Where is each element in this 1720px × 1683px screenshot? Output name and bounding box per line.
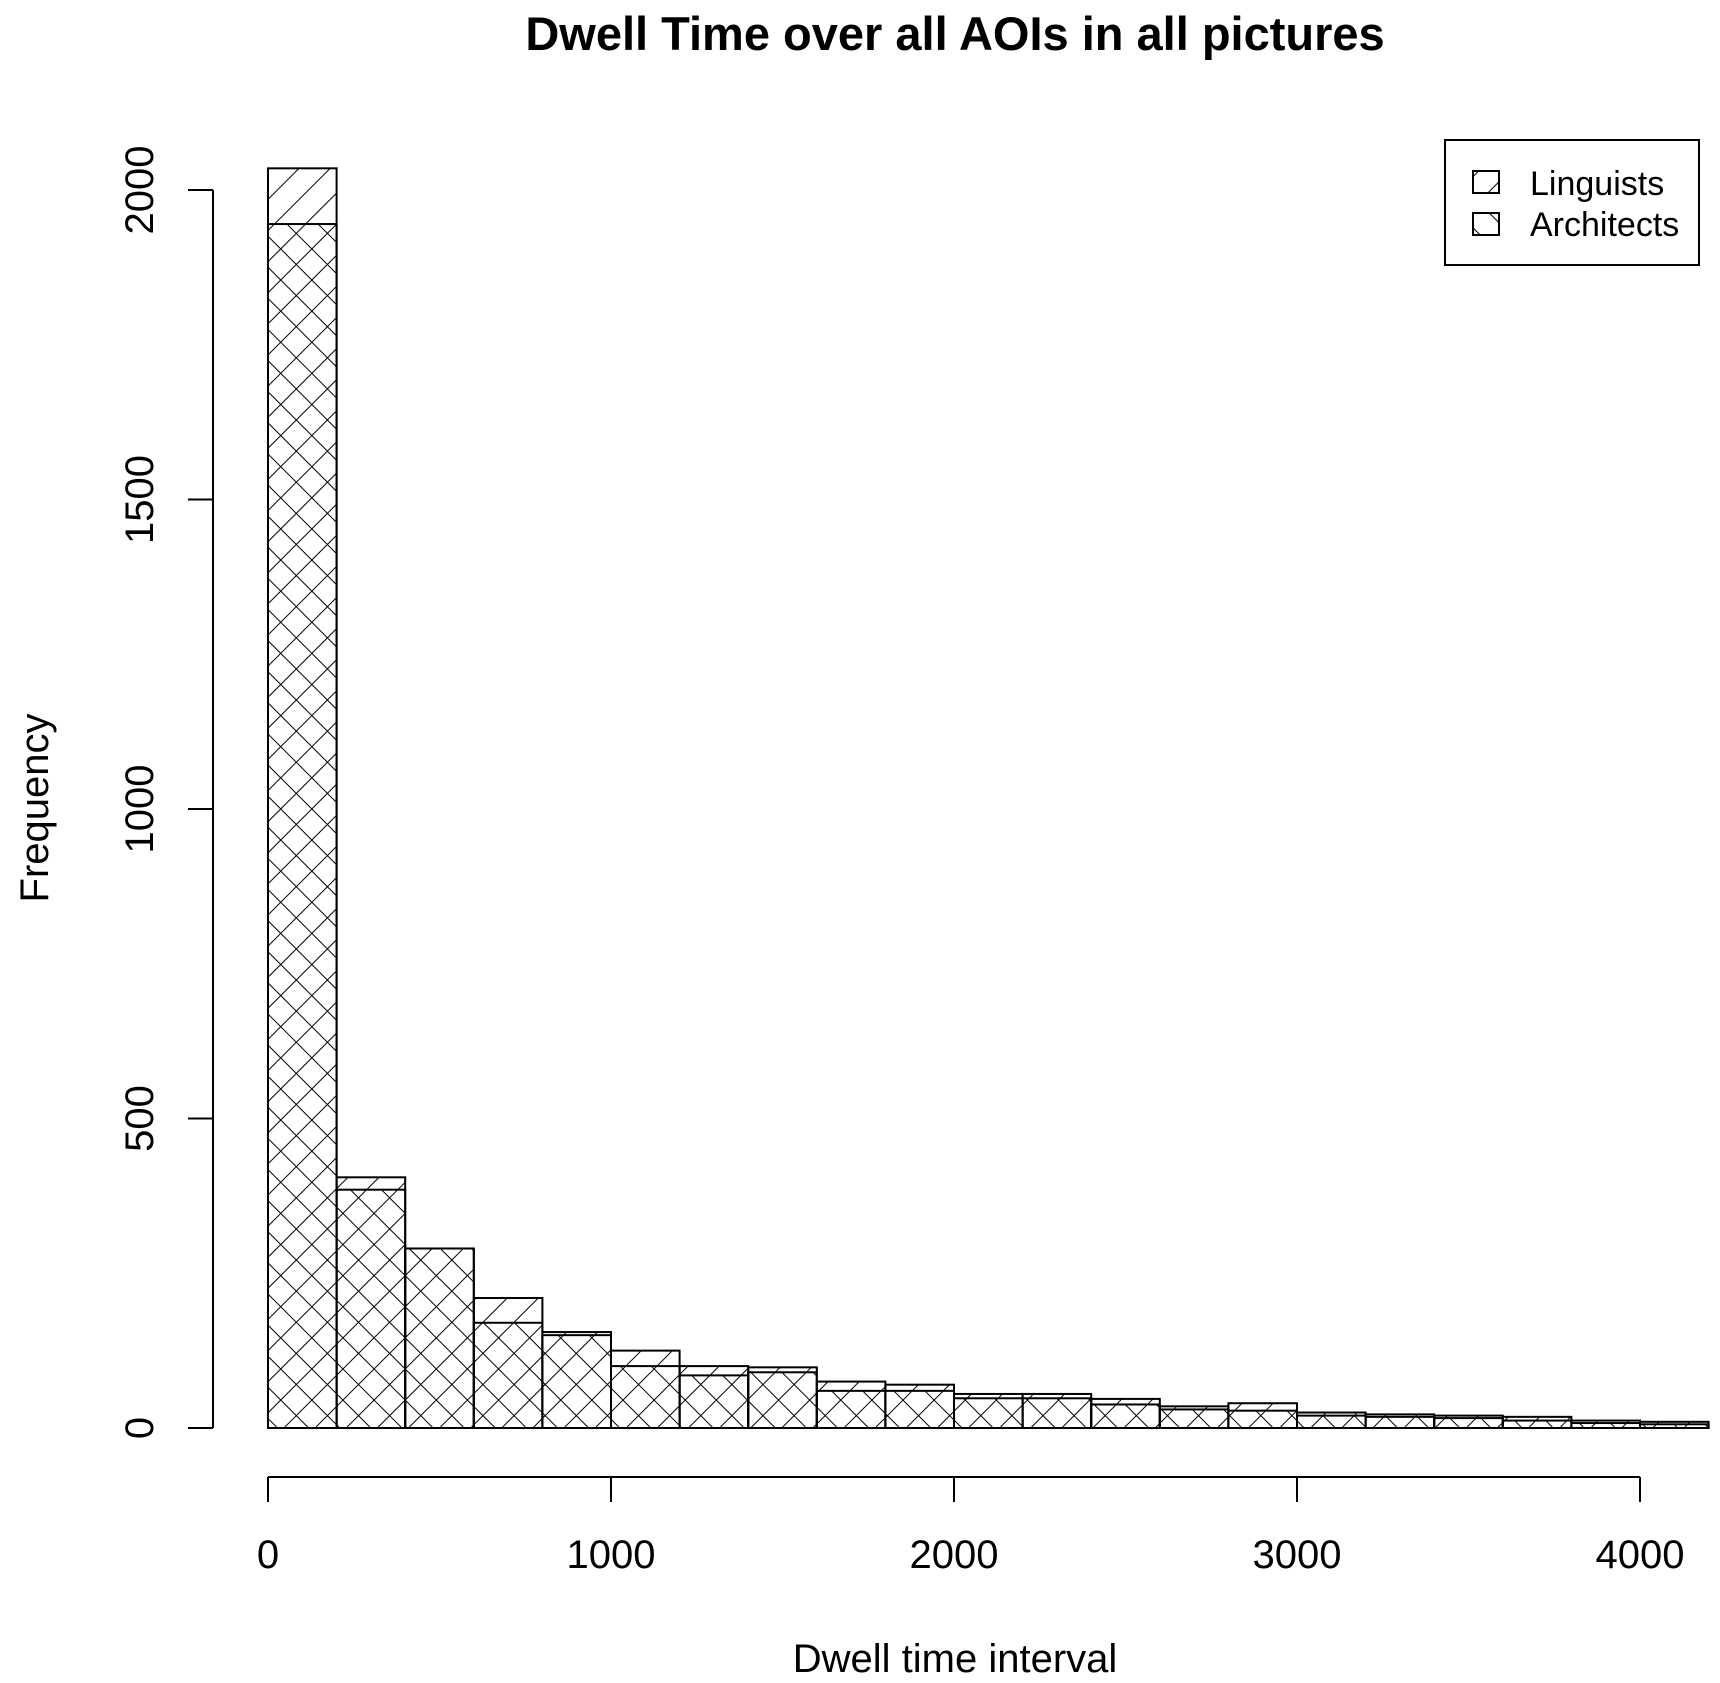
legend-box (1444, 139, 1700, 266)
y-axis: 0 500 1000 1500 2000 (118, 146, 214, 1439)
x-tick-label-0: 0 (257, 1533, 279, 1577)
bar-architects-2800 (1227, 1409, 1299, 1429)
bar-architects-1400 (747, 1371, 818, 1430)
x-tick-label-3000: 3000 (1253, 1533, 1342, 1577)
y-tick-label-2000: 2000 (118, 146, 162, 235)
x-tick-label-1000: 1000 (567, 1533, 656, 1577)
bar-architects-1600 (815, 1389, 887, 1429)
y-tick-label-1000: 1000 (118, 765, 162, 854)
bar-architects-2400 (1090, 1403, 1161, 1430)
x-axis-label: Dwell time interval (793, 1637, 1118, 1681)
bar-architects-4000 (1639, 1423, 1710, 1430)
bar-architects-3600 (1501, 1419, 1573, 1430)
bar-architects-1200 (678, 1374, 750, 1430)
bar-architects-400 (404, 1247, 475, 1429)
x-axis: 0 1000 2000 3000 4000 (257, 1476, 1685, 1577)
bar-architects-2600 (1158, 1408, 1230, 1430)
bar-architects-1000 (610, 1365, 681, 1429)
bar-architects-600 (472, 1321, 544, 1430)
chart-title: Dwell Time over all AOIs in all pictures (525, 7, 1384, 60)
bar-architects-1800 (884, 1389, 956, 1429)
x-tick-label-4000: 4000 (1596, 1533, 1685, 1577)
bar-architects-3800 (1570, 1422, 1642, 1429)
bar-architects-3400 (1433, 1417, 1504, 1429)
legend-swatch-architects (1472, 212, 1500, 236)
y-tick-label-500: 500 (118, 1085, 162, 1152)
y-tick-label-0: 0 (118, 1417, 162, 1439)
bar-architects-2000 (953, 1397, 1024, 1429)
y-tick-label-1500: 1500 (118, 455, 162, 544)
bar-architects-800 (541, 1334, 613, 1430)
bar-architects-2200 (1021, 1397, 1093, 1429)
y-axis-label: Frequency (13, 714, 57, 903)
legend-label-linguists: Linguists (1530, 165, 1664, 203)
x-tick-label-2000: 2000 (910, 1533, 999, 1577)
bars-group (267, 167, 1710, 1430)
bar-architects-0 (267, 223, 338, 1429)
legend-label-architects: Architects (1530, 206, 1679, 244)
bar-architects-3000 (1296, 1414, 1367, 1429)
bar-architects-3200 (1364, 1415, 1436, 1430)
legend-swatch-linguists (1472, 170, 1500, 194)
bar-architects-200 (335, 1188, 407, 1430)
legend: Linguists Architects (1444, 139, 1700, 266)
